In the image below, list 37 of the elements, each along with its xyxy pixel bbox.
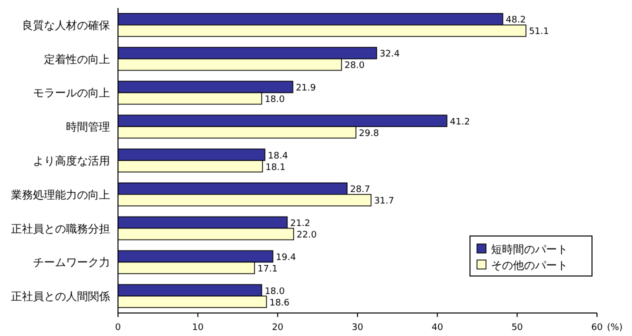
data-label: 18.0 [264, 286, 286, 297]
data-label: 17.1 [258, 264, 278, 274]
data-label: 18.0 [264, 94, 286, 105]
data-label: 18.4 [268, 151, 288, 162]
data-label: 28.7 [350, 185, 370, 196]
y-tick-label: モラールの向上 [33, 86, 110, 100]
x-tick-label: 60 [591, 323, 603, 333]
y-tick-label: 業務処理能力の向上 [11, 188, 110, 202]
x-tick-label: 50 [511, 323, 524, 333]
x-tick-label: 20 [272, 323, 284, 333]
x-tick-label: 0 [115, 323, 122, 333]
y-tick-label: 定着性の向上 [44, 52, 110, 66]
data-label: 22.0 [296, 230, 317, 241]
data-label: 48.2 [506, 16, 526, 26]
data-label: 21.2 [290, 219, 310, 230]
legend-label: その他のパート [491, 259, 568, 272]
data-label: 31.7 [374, 196, 394, 207]
y-tick-label: 時間管理 [66, 120, 110, 134]
data-label: 18.6 [269, 298, 290, 308]
data-label: 29.8 [358, 128, 380, 139]
x-tick-label: 30 [352, 323, 364, 333]
x-axis-title: (%) [607, 323, 623, 333]
data-label: 41.2 [450, 117, 470, 128]
y-tick-label: チームワーク力 [33, 256, 110, 270]
y-tick-label: 良質な人材の確保 [22, 18, 110, 32]
data-label: 21.9 [296, 83, 316, 94]
y-tick-label: より高度な活用 [33, 154, 110, 168]
x-tick-label: 10 [192, 323, 204, 333]
x-tick-label: 40 [432, 323, 444, 333]
data-label: 51.1 [528, 27, 549, 38]
y-tick-label: 正社員との人間関係 [11, 290, 110, 304]
data-label: 32.4 [380, 50, 400, 60]
data-label: 18.1 [266, 162, 286, 173]
legend-label: 短時間のパート [491, 243, 568, 256]
y-tick-label: 正社員との職務分担 [11, 222, 110, 236]
data-label: 28.0 [344, 61, 365, 72]
data-label: 19.4 [276, 252, 296, 263]
